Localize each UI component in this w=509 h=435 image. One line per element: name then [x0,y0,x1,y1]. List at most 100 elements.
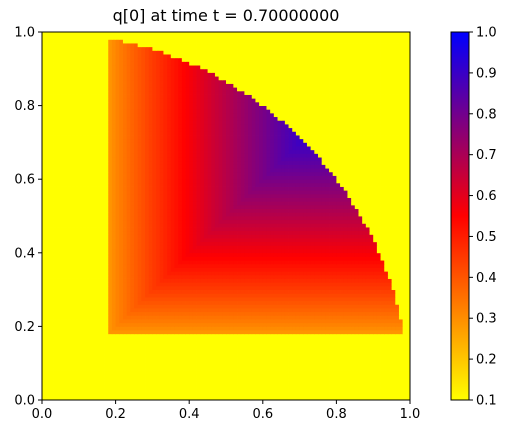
heatmap-cell [71,319,76,324]
heatmap-cell [89,315,94,320]
heatmap-cell [325,285,330,290]
heatmap-cell [159,363,164,368]
heatmap-cell [406,359,411,364]
heatmap-cell [64,249,69,254]
heatmap-cell [64,319,69,324]
heatmap-cell [373,245,378,250]
heatmap-cell [119,296,124,302]
heatmap-cell [251,238,256,243]
heatmap-cell [354,260,359,265]
heatmap-cell [93,282,98,287]
heatmap-cell [329,326,334,331]
heatmap-cell [299,278,304,283]
heatmap-cell [71,359,76,364]
heatmap-cell [67,271,72,276]
heatmap-cell [56,263,61,268]
heatmap-cell [259,326,264,331]
heatmap-cell [170,396,175,401]
heatmap-cell [122,230,128,235]
heatmap-cell [347,355,352,360]
heatmap-cell [387,319,392,324]
heatmap-cell [97,274,102,279]
heatmap-cell [277,319,282,324]
heatmap-cell [119,308,124,313]
heatmap-cell [211,326,216,331]
heatmap-cell [248,388,253,394]
heatmap-cell [340,296,345,302]
heatmap-cell [384,260,389,265]
heatmap-cell [189,344,194,349]
heatmap-cell [211,234,216,239]
heatmap-cell [281,304,286,309]
heatmap-cell [398,355,404,360]
heatmap-cell [145,311,150,316]
heatmap-cell [42,363,47,368]
heatmap-cell [196,238,201,243]
heatmap-cell [67,359,72,364]
heatmap-cell [130,352,135,357]
heatmap-cell [111,230,116,235]
heatmap-cell [137,381,142,386]
heatmap-cell [369,304,374,309]
heatmap-cell [295,359,300,364]
heatmap-cell [71,296,76,302]
heatmap-cell [53,238,58,243]
heatmap-cell [336,341,341,346]
heatmap-cell [126,348,131,353]
heatmap-cell [281,363,286,368]
heatmap-cell [93,396,98,401]
heatmap-cell [196,234,201,239]
heatmap-cell [71,330,76,335]
heatmap-cell [218,278,223,283]
heatmap-cell [380,263,385,268]
heatmap-cell [237,308,242,313]
heatmap-cell [86,359,91,364]
heatmap-cell [402,223,407,228]
heatmap-cell [49,293,54,298]
heatmap-cell [203,377,208,382]
heatmap-cell [159,282,164,287]
heatmap-cell [318,315,323,320]
heatmap-cell [262,230,267,235]
heatmap-cell [398,293,404,298]
heatmap-cell [329,311,334,316]
heatmap-cell [362,278,367,283]
heatmap-cell [376,234,381,239]
heatmap-cell [237,330,242,335]
heatmap-cell [45,315,50,320]
heatmap-cell [86,341,91,346]
heatmap-cell [119,267,124,272]
heatmap-cell [53,348,58,353]
heatmap-cell [259,263,264,268]
heatmap-cell [108,216,113,221]
heatmap-cell [134,381,139,386]
heatmap-cell [93,223,98,228]
heatmap-cell [270,337,275,342]
heatmap-cell [141,366,146,371]
heatmap-cell [336,245,341,250]
heatmap-cell [292,300,297,305]
heatmap-cell [181,355,186,360]
heatmap-cell [214,274,220,279]
heatmap-cell [181,238,186,243]
heatmap-cell [156,274,161,279]
heatmap-cell [174,359,179,364]
heatmap-cell [310,227,315,232]
heatmap-cell [97,333,102,338]
heatmap-cell [376,392,381,397]
heatmap-cell [376,311,381,316]
heatmap-cell [97,344,102,349]
heatmap-cell [237,263,242,268]
heatmap-cell [373,370,378,375]
heatmap-cell [325,333,330,338]
heatmap-cell [325,234,330,239]
heatmap-cell [104,322,109,327]
heatmap-cell [148,267,153,272]
heatmap-cell [163,363,168,368]
heatmap-cell [111,348,116,353]
heatmap-cell [244,282,249,287]
heatmap-cell [214,348,220,353]
heatmap-cell [78,348,83,353]
heatmap-cell [82,227,87,232]
heatmap-cell [214,308,220,313]
